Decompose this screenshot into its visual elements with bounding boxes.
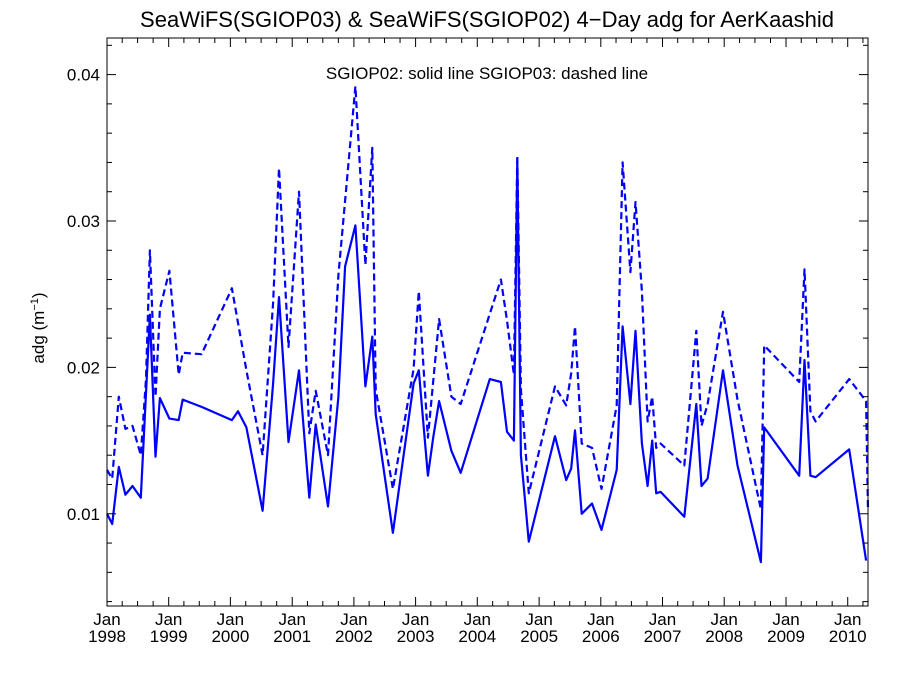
y-axis-label-close: ) — [29, 292, 48, 298]
chart-annotation: SGIOP02: solid line SGIOP03: dashed line — [326, 64, 648, 83]
x-tick-year-0: 1998 — [88, 627, 126, 646]
x-tick-month-0: Jan — [93, 610, 120, 629]
x-tick-year-9: 2007 — [644, 627, 682, 646]
plot-frame — [106, 37, 869, 607]
y-axis-label-sup: −1 — [29, 298, 41, 311]
x-tick-year-5: 2003 — [397, 627, 435, 646]
x-tick-year-2: 2000 — [211, 627, 249, 646]
x-tick-month-7: Jan — [525, 610, 552, 629]
x-tick-year-12: 2010 — [829, 627, 867, 646]
x-tick-year-1: 1999 — [150, 627, 188, 646]
x-tick-month-12: Jan — [834, 610, 861, 629]
series-line-dashed — [106, 85, 870, 511]
x-tick-year-10: 2008 — [705, 627, 743, 646]
y-axis-label-main: adg (m — [29, 311, 48, 364]
series-line-solid — [106, 161, 868, 564]
x-tick-month-2: Jan — [217, 610, 244, 629]
x-tick-month-11: Jan — [772, 610, 799, 629]
x-tick-year-11: 2009 — [767, 627, 805, 646]
x-tick-year-6: 2004 — [458, 627, 496, 646]
x-tick-month-10: Jan — [710, 610, 737, 629]
x-tick-month-5: Jan — [402, 610, 429, 629]
x-tick-year-3: 2001 — [273, 627, 311, 646]
series-layer — [106, 85, 870, 564]
chart-title: SeaWiFS(SGIOP03) & SeaWiFS(SGIOP02) 4−Da… — [140, 7, 834, 32]
x-tick-year-8: 2006 — [582, 627, 620, 646]
y-tick-label-3: 0.04 — [67, 66, 100, 85]
x-tick-month-1: Jan — [155, 610, 182, 629]
y-tick-label-1: 0.02 — [67, 358, 100, 377]
x-tick-year-7: 2005 — [520, 627, 558, 646]
y-tick-label-2: 0.03 — [67, 212, 100, 231]
x-tick-month-4: Jan — [340, 610, 367, 629]
y-axis-label: adg (m−1) — [29, 292, 48, 363]
x-tick-month-8: Jan — [587, 610, 614, 629]
x-tick-month-6: Jan — [464, 610, 491, 629]
x-tick-month-3: Jan — [279, 610, 306, 629]
axis-layer: 0.010.020.030.04Jan1998Jan1999Jan2000Jan… — [67, 38, 868, 646]
y-tick-label-0: 0.01 — [67, 505, 100, 524]
x-tick-year-4: 2002 — [335, 627, 373, 646]
x-tick-month-9: Jan — [649, 610, 676, 629]
